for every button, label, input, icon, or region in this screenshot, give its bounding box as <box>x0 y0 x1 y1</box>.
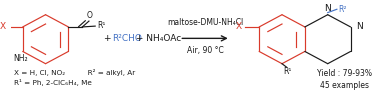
Text: N: N <box>356 22 363 31</box>
Text: R²CHO: R²CHO <box>112 34 142 43</box>
Text: R¹: R¹ <box>97 21 105 30</box>
Text: X: X <box>236 22 242 31</box>
Text: Yield : 79-93%
45 examples: Yield : 79-93% 45 examples <box>317 69 372 90</box>
Text: R¹: R¹ <box>283 67 292 76</box>
Text: N: N <box>324 4 331 13</box>
Text: + NH₄OAc: + NH₄OAc <box>133 34 181 43</box>
Text: O: O <box>87 11 93 20</box>
Text: NH₂: NH₂ <box>14 54 28 63</box>
Text: maltose-DMU-NH₄Cl: maltose-DMU-NH₄Cl <box>167 19 243 27</box>
Text: Air, 90 °C: Air, 90 °C <box>187 46 223 55</box>
Text: +: + <box>104 34 115 43</box>
Text: X = H, Cl, NO₂          R² = alkyl, Ar
R¹ = Ph, 2-ClC₆H₄, Me: X = H, Cl, NO₂ R² = alkyl, Ar R¹ = Ph, 2… <box>14 69 136 86</box>
Text: R²: R² <box>339 5 347 14</box>
Text: X: X <box>0 22 6 31</box>
